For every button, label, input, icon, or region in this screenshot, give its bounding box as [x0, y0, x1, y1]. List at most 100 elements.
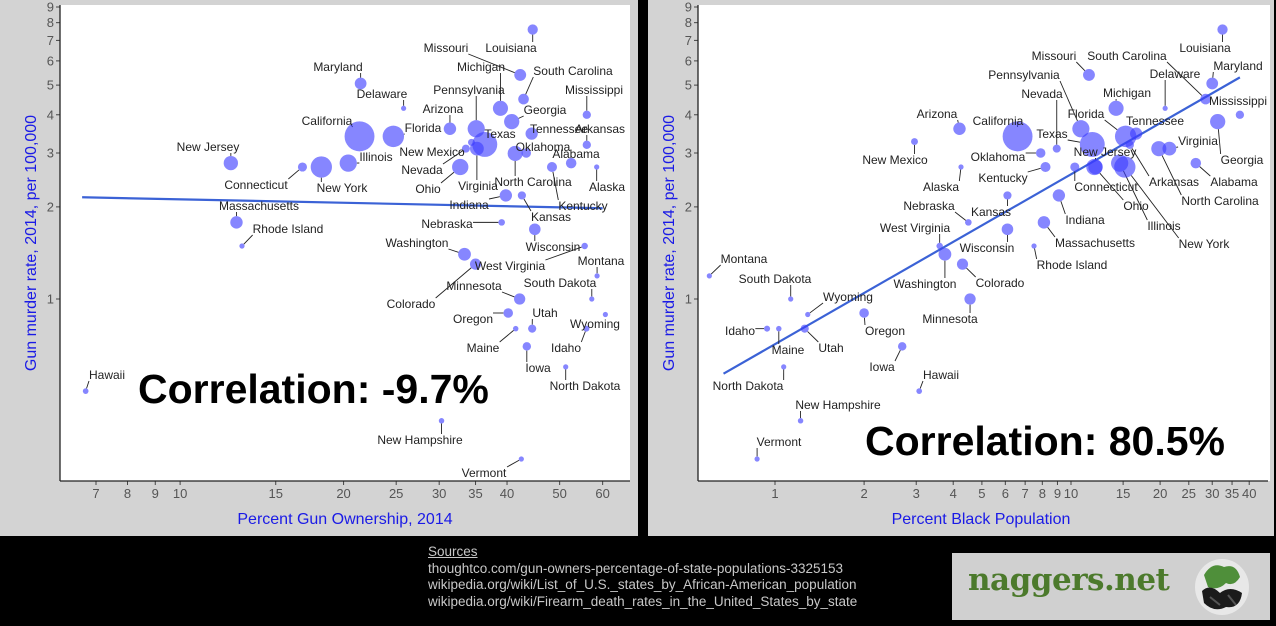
label-idaho: Idaho	[551, 341, 581, 355]
x-tick-label: 25	[1182, 486, 1196, 501]
label-mississippi: Mississippi	[1209, 94, 1267, 108]
point-west-virginia	[581, 242, 588, 250]
point-new-jersey	[1088, 159, 1103, 175]
x-tick-label: 9	[1054, 486, 1061, 501]
x-tick-label: 10	[1064, 486, 1078, 501]
point-indiana	[499, 189, 513, 202]
source-link[interactable]: thoughtco.com/gun-owners-percentage-of-s…	[428, 560, 844, 576]
y-tick-label: 7	[47, 33, 54, 48]
point-delaware	[401, 105, 407, 111]
x-tick-label: 4	[950, 486, 957, 501]
leader-line	[435, 267, 472, 299]
leader-line	[545, 246, 582, 261]
leader-line	[809, 302, 824, 314]
leader-line	[86, 380, 90, 389]
point-new-hampshire	[797, 418, 804, 424]
leader-line	[501, 291, 515, 298]
leader-line	[1060, 201, 1066, 215]
x-tick-label: 10	[173, 486, 187, 501]
point-iowa	[522, 342, 532, 351]
y-tick-label: 3	[47, 146, 54, 161]
point-illinois	[339, 154, 357, 172]
label-new-mexico: New Mexico	[862, 153, 928, 167]
x-tick-label: 5	[978, 486, 985, 501]
point-alabama	[565, 157, 577, 169]
y-tick-label: 1	[47, 292, 54, 307]
source-link[interactable]: wikipedia.org/wiki/List_of_U.S._states_b…	[428, 577, 857, 592]
point-california	[1002, 121, 1033, 152]
point-kentucky	[1040, 161, 1051, 173]
x-axis-title: Percent Black Population	[892, 511, 1071, 528]
x-tick-label: 25	[389, 486, 403, 501]
point-connecticut	[297, 162, 308, 172]
point-vermont	[518, 456, 524, 462]
label-arizona: Arizona	[423, 102, 464, 116]
plot-area	[698, 5, 1270, 481]
point-maine	[512, 325, 519, 332]
y-tick-label: 3	[685, 146, 692, 161]
point-nevada	[1052, 144, 1061, 153]
label-nevada: Nevada	[401, 163, 443, 177]
point-north-dakota	[563, 364, 569, 370]
point-indiana	[1052, 189, 1066, 202]
leader-line	[1059, 80, 1078, 122]
label-minnesota: Minnesota	[922, 312, 978, 326]
label-west-virginia: West Virginia	[475, 259, 546, 273]
label-texas: Texas	[484, 127, 515, 141]
point-wyoming	[602, 311, 608, 318]
x-tick-label: 2	[860, 486, 867, 501]
point-pennsylvania	[1072, 120, 1090, 138]
label-missouri: Missouri	[1032, 49, 1077, 63]
label-iowa: Iowa	[869, 360, 895, 374]
label-montana: Montana	[721, 252, 768, 266]
y-axis-title: Gun murder rate, 2014, per 100,000	[661, 115, 678, 371]
label-wisconsin: Wisconsin	[960, 241, 1015, 255]
label-vermont: Vermont	[757, 435, 802, 449]
label-wisconsin: Wisconsin	[526, 240, 581, 254]
point-nevada	[461, 144, 470, 153]
y-tick-label: 5	[685, 78, 692, 93]
point-north-carolina	[507, 145, 523, 161]
label-south-carolina: South Carolina	[533, 64, 613, 78]
point-montana	[594, 273, 600, 279]
y-tick-label: 5	[47, 78, 54, 93]
leader-line	[1047, 227, 1056, 238]
correlation-annotation: Correlation: 80.5%	[865, 418, 1225, 464]
y-tick-label: 9	[47, 0, 54, 15]
label-ohio: Ohio	[415, 182, 441, 196]
label-kansas: Kansas	[531, 210, 571, 224]
point-utah	[528, 324, 537, 333]
point-michigan	[1108, 100, 1124, 116]
point-idaho	[764, 325, 771, 332]
leader-line	[919, 380, 924, 389]
y-tick-label: 4	[685, 107, 692, 122]
leader-line	[954, 211, 967, 221]
sources-heading[interactable]: Sources	[428, 544, 478, 559]
leader-line	[1067, 139, 1081, 143]
label-illinois: Illinois	[1147, 219, 1180, 233]
label-louisiana: Louisiana	[485, 41, 537, 55]
point-hawaii	[82, 388, 89, 394]
point-kentucky	[546, 161, 558, 173]
point-wisconsin	[529, 223, 541, 236]
label-iowa: Iowa	[525, 361, 551, 375]
leader-line	[440, 171, 455, 184]
leader-line	[1034, 248, 1038, 260]
leader-line	[1212, 71, 1214, 78]
point-alaska	[594, 164, 600, 170]
point-texas	[1079, 131, 1105, 157]
leader-line	[448, 248, 459, 253]
leader-line	[1161, 155, 1182, 196]
label-louisiana: Louisiana	[1179, 41, 1231, 55]
y-tick-label: 1	[685, 292, 692, 307]
label-indiana: Indiana	[1065, 213, 1105, 227]
point-virginia	[1162, 141, 1177, 156]
y-tick-label: 6	[685, 53, 692, 68]
point-illinois	[1111, 154, 1129, 172]
label-nebraska: Nebraska	[421, 217, 473, 231]
source-link[interactable]: wikipedia.org/wiki/Firearm_death_rates_i…	[428, 593, 858, 609]
label-south-carolina: South Carolina	[1087, 49, 1167, 63]
point-missouri	[514, 68, 527, 81]
point-rhode-island	[1031, 243, 1037, 249]
